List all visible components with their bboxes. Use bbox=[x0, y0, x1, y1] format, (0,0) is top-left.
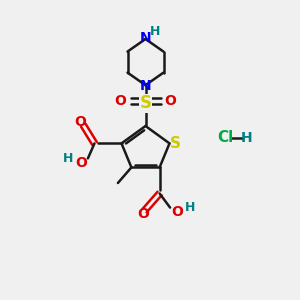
Text: O: O bbox=[74, 116, 86, 129]
Text: Cl: Cl bbox=[217, 130, 233, 146]
Text: N: N bbox=[140, 80, 151, 93]
Text: H: H bbox=[150, 25, 160, 38]
Text: O: O bbox=[76, 156, 88, 170]
Text: H: H bbox=[63, 152, 74, 165]
Text: O: O bbox=[171, 205, 183, 219]
Text: O: O bbox=[164, 94, 176, 108]
Text: H: H bbox=[185, 201, 195, 214]
Text: O: O bbox=[115, 94, 127, 108]
Text: H: H bbox=[241, 131, 252, 145]
Text: O: O bbox=[137, 207, 149, 221]
Text: S: S bbox=[140, 94, 152, 112]
Text: S: S bbox=[170, 136, 181, 151]
Text: N: N bbox=[140, 31, 151, 45]
